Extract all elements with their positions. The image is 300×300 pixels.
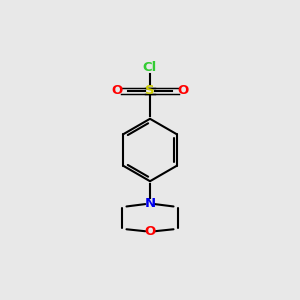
Text: O: O (177, 84, 188, 97)
Text: S: S (145, 84, 155, 97)
Text: N: N (144, 197, 156, 210)
Text: O: O (144, 225, 156, 238)
Text: Cl: Cl (143, 61, 157, 74)
Text: O: O (112, 84, 123, 97)
